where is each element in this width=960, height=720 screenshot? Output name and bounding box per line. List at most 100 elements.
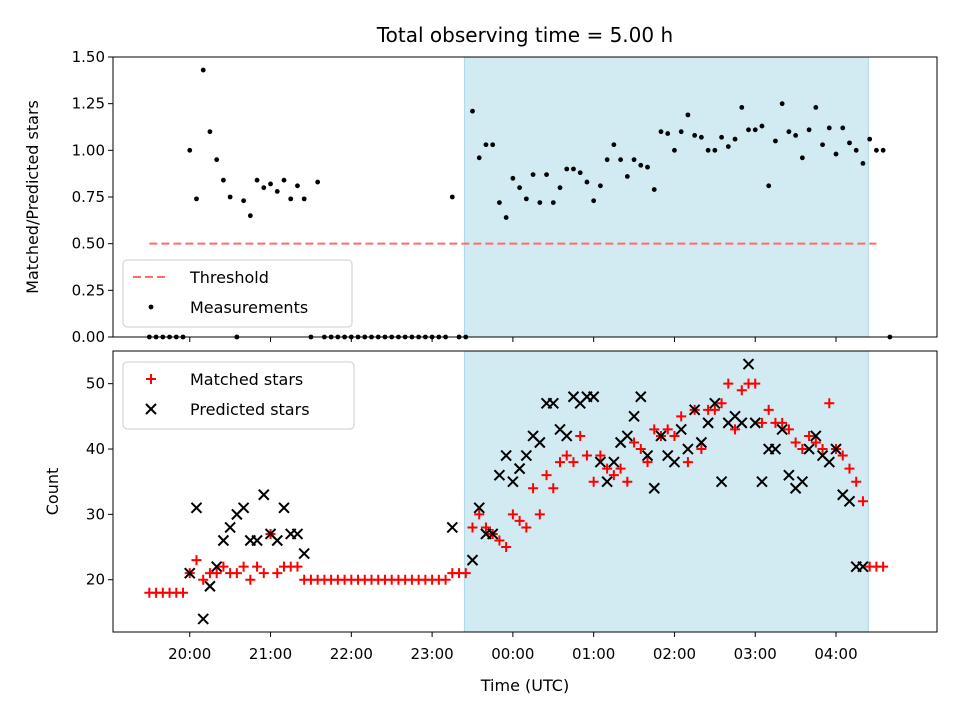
matched-stars-point [602, 463, 613, 474]
predicted-stars-point [217, 534, 230, 547]
measurement-point [591, 198, 597, 204]
matched-stars-point [763, 404, 774, 415]
predicted-stars-point [210, 560, 223, 573]
measurement-point [537, 200, 543, 206]
matched-stars-point [750, 378, 761, 389]
predicted-stars-point [776, 423, 788, 436]
predicted-stars-point [291, 528, 304, 540]
matched-stars-point [669, 430, 680, 441]
measurement-point [618, 157, 623, 163]
measurement-point [685, 112, 691, 118]
legend-label: Predicted stars [190, 400, 310, 419]
matched-stars-point [649, 424, 660, 435]
matched-stars-point [662, 424, 673, 435]
matched-stars-point [622, 476, 633, 487]
measurement-point [732, 136, 738, 142]
plot-frame [112, 350, 938, 633]
predicted-stars-point [278, 502, 290, 514]
measurement-point [638, 162, 644, 168]
predicted-stars-point [298, 547, 310, 560]
legend: Threshold Measurements [122, 259, 353, 328]
measurement-point [517, 185, 523, 191]
measurement-point [483, 142, 489, 148]
predicted-stars-point [648, 482, 660, 494]
matched-stars-point [191, 555, 202, 566]
matched-stars-point [575, 430, 586, 441]
matched-stars-point [595, 450, 606, 461]
y-axis-label: Matched/Predicted stars [23, 100, 42, 294]
matched-stars-point [534, 509, 545, 520]
predicted-stars-point [601, 475, 613, 488]
x-tick-label: 04:00 [814, 645, 857, 663]
measurement-point [651, 187, 657, 192]
matched-stars-point [514, 515, 525, 526]
predicted-stars-point [742, 358, 755, 370]
measurement-point [288, 196, 294, 202]
legend-predicted-swatch [145, 403, 157, 415]
measurement-point [530, 172, 536, 178]
predicted-stars-point [520, 449, 533, 462]
measurement-point [490, 142, 496, 148]
predicted-stars-point [507, 475, 519, 488]
x-tick-label: 20:00 [168, 645, 211, 663]
y-tick-label: 1.50 [72, 48, 105, 66]
measurement-point [786, 129, 792, 135]
matched-stars-point [211, 568, 222, 579]
legend-label: Matched stars [190, 370, 303, 389]
matched-stars-point [561, 450, 572, 461]
matched-stars-point [440, 574, 451, 585]
y-tick-label: 30 [86, 505, 105, 523]
measurement-point [200, 67, 206, 73]
measurement-point [874, 147, 879, 153]
x-tick-label: 23:00 [410, 645, 453, 663]
predicted-stars-point [715, 475, 728, 488]
matched-stars-point [460, 568, 471, 579]
matched-stars-point [608, 470, 619, 481]
predicted-stars-point [493, 469, 506, 481]
predicted-stars-point [803, 443, 815, 455]
measurement-point [301, 196, 307, 202]
measurement-point [470, 108, 475, 114]
predicted-stars-point [500, 449, 512, 462]
series-matched-stars [144, 378, 889, 598]
matched-stars-point [198, 574, 209, 585]
count-panel: 20 30 40 50 20:00 21:00 22:00 23:00 00:00 01:00 02… [43, 350, 938, 663]
measurement-point [584, 179, 590, 185]
matched-stars-point [615, 463, 626, 474]
measurement-point [806, 127, 812, 133]
predicted-stars-point [695, 436, 708, 449]
matched-stars-point [629, 437, 640, 448]
predicted-stars-point [486, 528, 499, 540]
measurement-point [611, 142, 617, 148]
measurement-point [281, 177, 287, 183]
y-tick-label: 40 [86, 440, 105, 458]
matched-stars-point [783, 424, 794, 435]
matched-stars-point [245, 574, 256, 585]
predicted-stars-point [534, 436, 546, 449]
predicted-stars-point [783, 469, 795, 481]
matched-stars-point [790, 437, 801, 448]
predicted-stars-point [608, 456, 620, 468]
predicted-stars-point [251, 534, 263, 547]
predicted-stars-point [587, 391, 600, 403]
measurement-point [315, 179, 321, 185]
predicted-stars-point [756, 475, 768, 488]
matched-stars-point [258, 568, 269, 579]
measurement-point [840, 125, 846, 131]
measurement-point [853, 147, 859, 153]
matched-stars-point [507, 509, 518, 520]
measurement-point [194, 196, 199, 202]
predicted-stars-point [561, 430, 573, 442]
matched-stars-point [810, 437, 821, 448]
matched-stars-point [709, 404, 720, 415]
measurement-point [672, 147, 677, 153]
measurement-point [793, 133, 799, 138]
measurement-point [692, 133, 698, 138]
predicted-stars-point [668, 456, 681, 468]
measurement-point [773, 138, 778, 144]
matched-stars-point [581, 450, 592, 461]
matched-stars-point [682, 457, 693, 468]
predicted-stars-point [473, 502, 485, 514]
matched-stars-point [777, 417, 788, 428]
measurement-point [449, 194, 455, 200]
